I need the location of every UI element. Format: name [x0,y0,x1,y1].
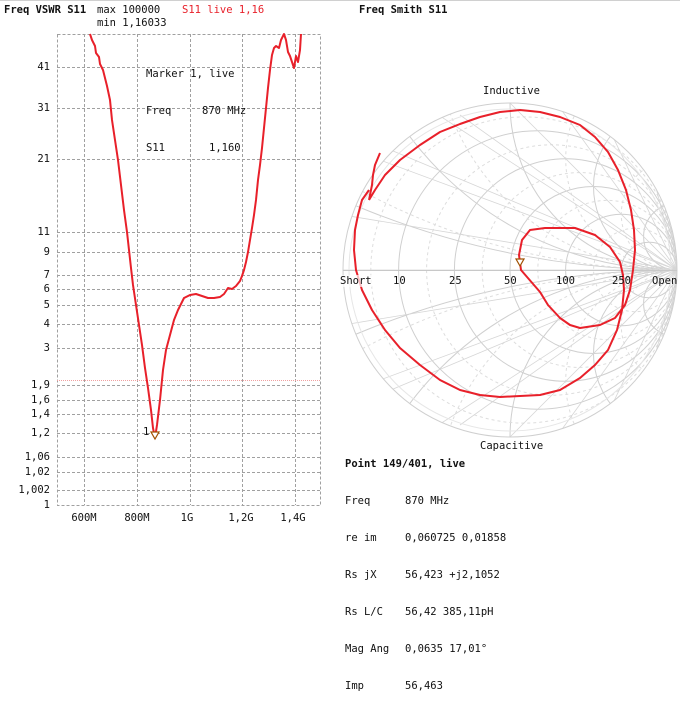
point-info-value: 56,42 385,11pH [405,606,494,618]
point-info-key: Freq [345,495,405,508]
point-info-value: 56,463 [405,680,443,692]
smith-marker-icon[interactable] [516,259,524,266]
point-info-value: 0,060725 0,01858 [405,532,506,544]
smith-open-label: Open [652,275,677,287]
smith-label-25: 25 [449,275,462,287]
point-info-key: Mag Ang [345,643,405,656]
smith-label-250: 250 [612,275,631,287]
point-info-value: 0,0635 17,01° [405,643,487,655]
smith-short-label: Short [340,275,372,287]
smith-label-100: 100 [556,275,575,287]
point-info-key: Imp [345,680,405,693]
point-info-key: Rs L/C [345,606,405,619]
point-info-title: Point 149/401, live [345,458,506,471]
smith-chart[interactable] [0,0,680,526]
smith-label-50: 50 [504,275,517,287]
point-info-value: 870 MHz [405,495,449,507]
point-info-key: re im [345,532,405,545]
point-info-value: 56,423 +j2,1052 [405,569,500,581]
smith-grid [0,0,680,526]
point-info-key: Rs jX [345,569,405,582]
smith-label-10: 10 [393,275,406,287]
